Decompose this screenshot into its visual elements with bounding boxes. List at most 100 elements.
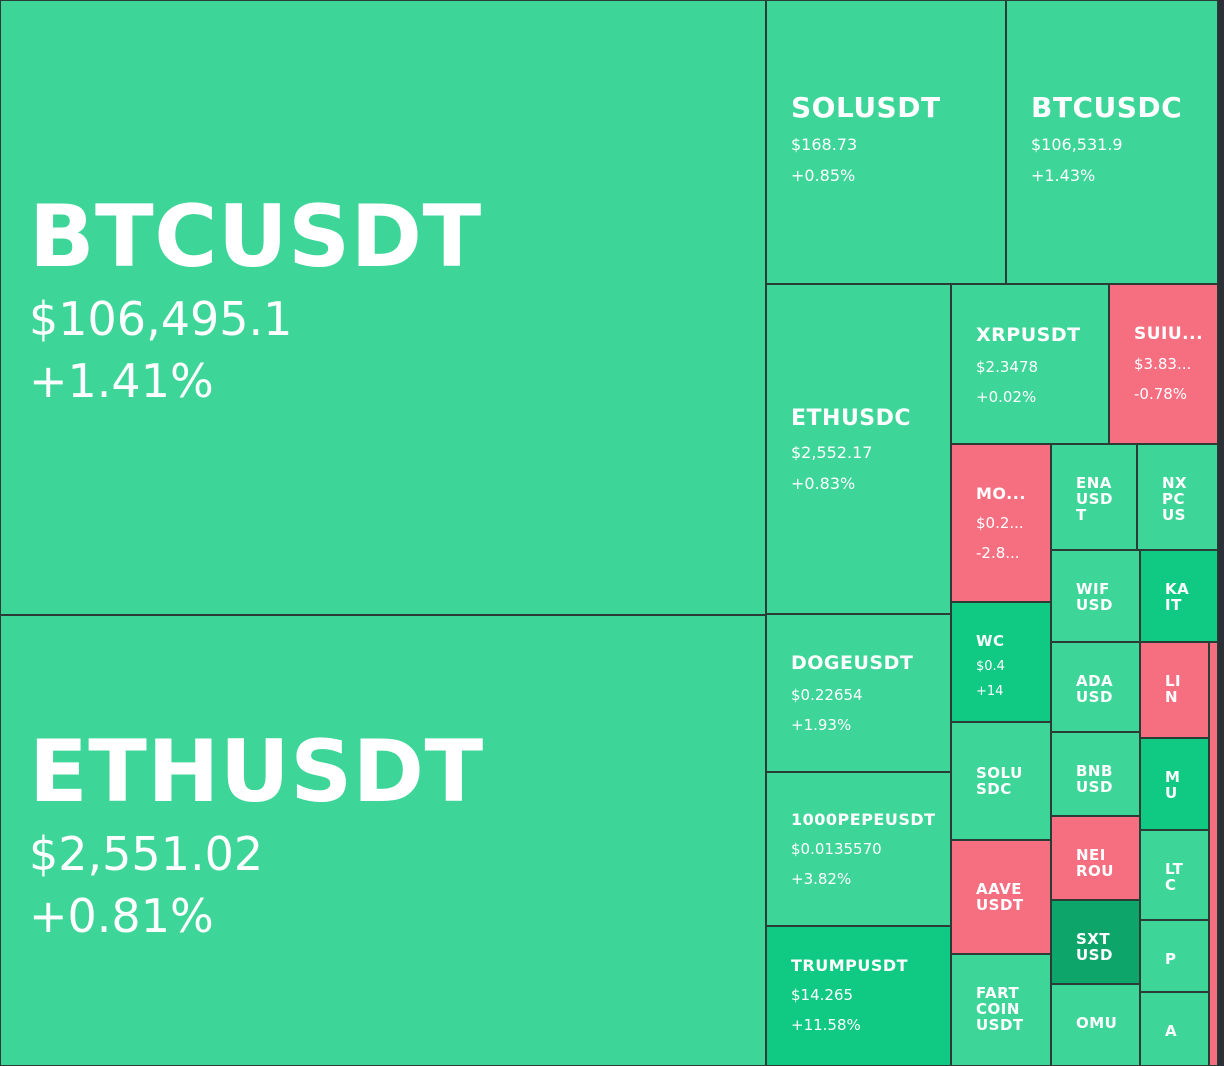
heatmap-tile-wifusdt[interactable]: WIF USD	[1051, 550, 1140, 642]
tile-content: BTCUSDC $106,531.9 +1.43%	[1031, 91, 1213, 186]
heatmap-tile-omusdt[interactable]: OMU	[1051, 984, 1140, 1066]
tile-content: ENA USD T	[1076, 475, 1132, 524]
tile-symbol: NEI ROU	[1076, 846, 1114, 881]
tile-content: WC $0.4 +14	[976, 633, 1046, 699]
heatmap-tile-aaveusdt[interactable]: AAVE USDT	[951, 840, 1051, 954]
heatmap-tile-wc[interactable]: WC $0.4 +14	[951, 602, 1051, 722]
tile-content: 1000PEPEUSDT $0.0135570 +3.82%	[791, 810, 946, 889]
heatmap-tile-mo[interactable]: MO... $0.2... -2.8...	[951, 444, 1051, 602]
tile-price: $2,552.17	[791, 442, 873, 462]
tile-symbol: P	[1165, 950, 1177, 968]
tile-content: FART COIN USDT	[976, 985, 1046, 1034]
tile-symbol: SOLUSDT	[791, 91, 941, 124]
tile-symbol: ENA USD T	[1076, 474, 1113, 525]
tile-symbol: ETHUSDT	[29, 722, 484, 822]
tile-content: BNB USD	[1076, 762, 1135, 797]
tile-symbol: SUIU...	[1134, 324, 1204, 344]
heatmap-tile-btcusdt[interactable]: BTCUSDT $106,495.1 +1.41%	[0, 0, 766, 615]
tile-content: A	[1165, 1023, 1204, 1039]
tile-symbol: ADA USD	[1076, 672, 1114, 707]
heatmap-tile-ethusdt[interactable]: ETHUSDT $2,551.02 +0.81%	[0, 615, 766, 1066]
tile-symbol: WC	[976, 632, 1005, 650]
tile-content: NX PC US	[1162, 475, 1213, 524]
tile-symbol: FART COIN USDT	[976, 984, 1024, 1035]
tile-change: +0.83%	[791, 473, 856, 493]
tile-content: WIF USD	[1076, 580, 1135, 615]
tile-symbol: KA IT	[1165, 580, 1190, 615]
tile-content: SXT USD	[1076, 930, 1135, 965]
tile-change: +1.43%	[1031, 166, 1096, 186]
tile-symbol: LI N	[1165, 672, 1182, 707]
tile-symbol: DOGEUSDT	[791, 652, 914, 674]
heatmap-tile-bnbusdt[interactable]: BNB USD	[1051, 732, 1140, 816]
heatmap-tile-kait[interactable]: KA IT	[1140, 550, 1218, 642]
tile-price: $0.2...	[976, 514, 1024, 533]
heatmap-tile-ethusdc[interactable]: ETHUSDC $2,552.17 +0.83%	[766, 284, 951, 614]
heatmap-tile-ltc[interactable]: LT C	[1140, 830, 1209, 920]
tile-content: DOGEUSDT $0.22654 +1.93%	[791, 653, 946, 734]
tile-content: ETHUSDC $2,552.17 +0.83%	[791, 407, 946, 493]
tile-symbol: BTCUSDC	[1031, 91, 1183, 124]
heatmap-tile-p[interactable]: P	[1140, 920, 1209, 992]
tile-change: +0.85%	[791, 166, 856, 186]
tile-price: $3.83...	[1134, 355, 1192, 374]
tile-symbol: SXT USD	[1076, 930, 1113, 965]
heatmap-tile-suiusdt[interactable]: SUIU... $3.83... -0.78%	[1109, 284, 1218, 444]
tile-symbol: TRUMPUSDT	[791, 956, 909, 975]
tile-content: SUIU... $3.83... -0.78%	[1134, 324, 1213, 404]
tile-content: SOLU SDC	[976, 764, 1046, 799]
tile-symbol: BTCUSDT	[29, 187, 482, 287]
tile-content: ETHUSDT $2,551.02 +0.81%	[29, 726, 761, 943]
tile-content: KA IT	[1165, 580, 1213, 615]
heatmap-tile-adausdt[interactable]: ADA USD	[1051, 642, 1140, 732]
heatmap-tile-link[interactable]: LI N	[1140, 642, 1209, 738]
heatmap-tile-neiro[interactable]: NEI ROU	[1051, 816, 1140, 900]
tile-symbol: NX PC US	[1162, 474, 1188, 525]
heatmap-tile-dogeusdt[interactable]: DOGEUSDT $0.22654 +1.93%	[766, 614, 951, 772]
tile-price: $2.3478	[976, 357, 1039, 376]
tile-change: +1.93%	[791, 715, 852, 734]
heatmap-tile-trumpusdt[interactable]: TRUMPUSDT $14.265 +11.58%	[766, 926, 951, 1066]
tile-symbol: ETHUSDC	[791, 406, 912, 431]
tile-symbol: LT C	[1165, 860, 1184, 895]
heatmap-tile-solusdt[interactable]: SOLUSDT $168.73 +0.85%	[766, 0, 1006, 284]
tile-symbol: WIF USD	[1076, 580, 1113, 615]
heatmap-tile-enausdt[interactable]: ENA USD T	[1051, 444, 1137, 550]
tile-content: AAVE USDT	[976, 880, 1046, 915]
heatmap-tile-xrpusdt[interactable]: XRPUSDT $2.3478 +0.02%	[951, 284, 1109, 444]
tile-change: +14	[976, 684, 1004, 700]
heatmap-tile-btcusdc[interactable]: BTCUSDC $106,531.9 +1.43%	[1006, 0, 1218, 284]
heatmap-tile-pepe[interactable]: 1000PEPEUSDT $0.0135570 +3.82%	[766, 772, 951, 926]
tile-content: P	[1165, 951, 1204, 967]
tile-symbol: BNB USD	[1076, 762, 1113, 797]
tile-change: +11.58%	[791, 1016, 861, 1035]
tile-change: +0.81%	[29, 888, 214, 943]
tile-change: +3.82%	[791, 870, 852, 889]
tile-symbol: 1000PEPEUSDT	[791, 810, 936, 829]
tile-content: LI N	[1165, 672, 1204, 707]
tile-symbol: SOLU SDC	[976, 764, 1023, 799]
tile-content: LT C	[1165, 860, 1204, 895]
tile-symbol: OMU	[1076, 1014, 1118, 1032]
tile-content: XRPUSDT $2.3478 +0.02%	[976, 325, 1104, 406]
heatmap-tile-a[interactable]: A	[1140, 992, 1209, 1066]
tile-price: $0.0135570	[791, 840, 882, 859]
tile-change: +1.41%	[29, 353, 214, 408]
tile-content: SOLUSDT $168.73 +0.85%	[791, 91, 1001, 186]
tile-symbol: AAVE USDT	[976, 880, 1024, 915]
tile-content: M U	[1165, 769, 1204, 802]
heatmap-tile-nxpc[interactable]: NX PC US	[1137, 444, 1218, 550]
tile-price: $106,495.1	[29, 291, 293, 346]
heatmap-tile-mu[interactable]: M U	[1140, 738, 1209, 830]
heatmap-tile-edge_strip[interactable]	[1209, 642, 1218, 1066]
tile-price: $14.265	[791, 986, 854, 1005]
heatmap-tile-sxtusdt[interactable]: SXT USD	[1051, 900, 1140, 984]
heatmap-tile-solusdc[interactable]: SOLU SDC	[951, 722, 1051, 840]
tile-price: $168.73	[791, 135, 858, 155]
tile-content: BTCUSDT $106,495.1 +1.41%	[29, 191, 761, 408]
tile-price: $0.4	[976, 659, 1005, 675]
heatmap-tile-fartcoin[interactable]: FART COIN USDT	[951, 954, 1051, 1066]
tile-symbol: MO...	[976, 484, 1026, 503]
tile-price: $0.22654	[791, 685, 863, 704]
